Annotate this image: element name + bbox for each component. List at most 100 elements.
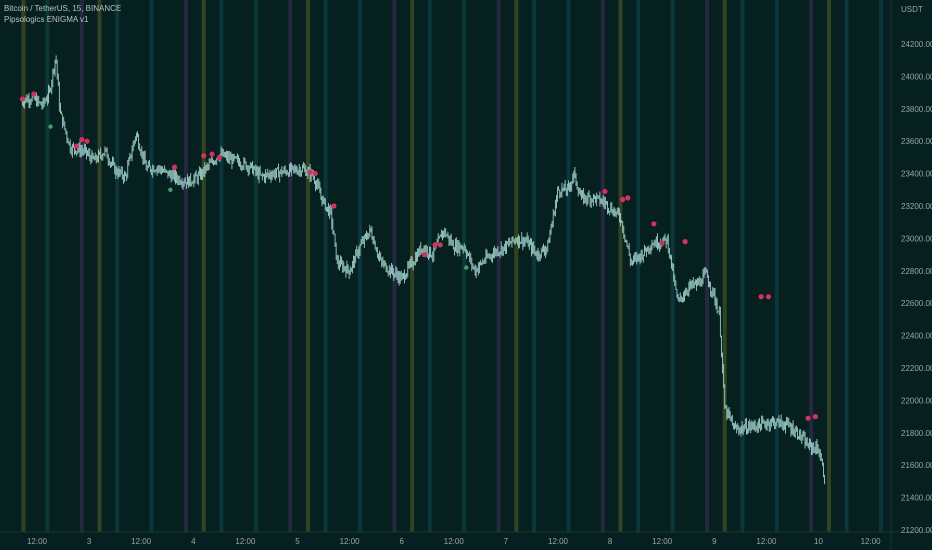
time-tick-label: 3: [87, 537, 92, 546]
session-band: [809, 0, 814, 532]
session-band: [774, 0, 779, 532]
signal-dot: [682, 239, 688, 245]
signal-dot: [312, 171, 318, 177]
signal-dot: [331, 203, 337, 209]
signal-dot: [216, 154, 222, 160]
signal-dot: [659, 240, 665, 246]
session-band: [288, 0, 293, 532]
time-tick-label: 12:00: [131, 537, 152, 546]
session-band: [21, 0, 26, 532]
session-band: [427, 0, 432, 532]
signal-dot: [209, 151, 215, 157]
time-tick-label: 9: [712, 537, 717, 546]
price-series: [20, 55, 826, 485]
session-band: [532, 0, 537, 532]
signal-dot: [201, 153, 207, 159]
time-tick-label: 4: [191, 537, 196, 546]
session-band: [184, 0, 189, 532]
price-tick-label: 23200.00: [901, 202, 932, 211]
price-tick-label: 22800.00: [901, 267, 932, 276]
price-tick-label: 24200.00: [901, 40, 932, 49]
time-tick-label: 12:00: [27, 537, 48, 546]
price-tick-label: 21800.00: [901, 429, 932, 438]
signal-dot: [432, 242, 438, 248]
session-band: [462, 0, 467, 532]
price-tick-label: 22400.00: [901, 332, 932, 341]
price-tick-label: 22000.00: [901, 396, 932, 405]
time-tick-label: 5: [295, 537, 300, 546]
signal-dot: [437, 242, 443, 248]
price-tick-label: 21400.00: [901, 494, 932, 503]
session-band: [636, 0, 641, 532]
session-band: [566, 0, 571, 532]
session-band: [618, 0, 623, 532]
session-bands: [21, 0, 884, 532]
session-band: [844, 0, 849, 532]
signal-dot: [73, 143, 80, 149]
signal-dot: [171, 164, 178, 170]
symbol-title: Bitcoin / TetherUS, 15, BINANCE: [4, 4, 122, 13]
session-band: [201, 0, 206, 532]
price-tick-label: 23400.00: [901, 170, 932, 179]
signal-dot: [19, 96, 26, 102]
session-band: [600, 0, 605, 532]
price-tick-label: 24000.00: [901, 72, 932, 81]
time-tick-label: 7: [504, 537, 509, 546]
session-band: [253, 0, 258, 532]
green-dots: [48, 124, 469, 270]
session-band: [305, 0, 310, 532]
session-band: [705, 0, 710, 532]
session-band: [879, 0, 884, 532]
signal-dot: [805, 415, 811, 421]
signal-dot: [651, 221, 657, 227]
price-tick-label: 22200.00: [901, 364, 932, 373]
time-tick-label: 12:00: [548, 537, 569, 546]
signal-dot: [758, 294, 764, 300]
signal-dot: [602, 188, 608, 195]
chart-legend: Bitcoin / TetherUS, 15, BINANCE Pipsolog…: [4, 3, 121, 25]
time-tick-label: 12:00: [861, 537, 882, 546]
session-band: [97, 0, 102, 532]
session-band: [496, 0, 501, 532]
price-tick-label: 23000.00: [901, 234, 932, 243]
price-tick-label: 23600.00: [901, 137, 932, 146]
session-band: [358, 0, 363, 532]
time-tick-label: 10: [814, 537, 823, 546]
session-band: [392, 0, 397, 532]
time-tick-label: 12:00: [444, 537, 465, 546]
session-band: [115, 0, 120, 532]
signal-dot: [812, 414, 818, 420]
session-band: [79, 0, 84, 532]
time-tick-label: 12:00: [652, 537, 673, 546]
session-band: [323, 0, 328, 532]
session-band: [149, 0, 154, 532]
signal-dot: [31, 91, 37, 97]
session-band: [722, 0, 727, 532]
session-band: [45, 0, 50, 532]
session-band: [219, 0, 224, 532]
time-tick-label: 6: [399, 537, 404, 546]
time-axis: 12:00 3 12:00 4 12:00 5 12:00 6 12:00 7 12:00 8 12:0…: [27, 537, 881, 546]
time-tick-label: 8: [608, 537, 613, 546]
signal-dot: [620, 196, 626, 203]
price-axis-unit: USDT: [901, 5, 923, 14]
green-dot: [168, 187, 173, 192]
green-dot: [48, 124, 53, 129]
session-band: [826, 0, 831, 532]
indicator-title: Pipsologics ENIGMA v1: [4, 15, 89, 24]
signal-dot: [307, 169, 313, 175]
signal-dot: [79, 136, 85, 143]
signal-dot: [84, 138, 90, 144]
time-tick-label: 12:00: [340, 537, 361, 546]
green-dot: [464, 265, 469, 270]
price-tick-label: 22600.00: [901, 299, 932, 308]
time-tick-label: 12:00: [235, 537, 256, 546]
signal-dot: [765, 294, 772, 300]
signal-dot: [625, 195, 631, 201]
price-axis: 24200.00 24000.00 23800.00 23600.00 23400.00…: [901, 40, 932, 535]
price-tick-label: 21600.00: [901, 461, 932, 470]
time-tick-label: 12:00: [756, 537, 777, 546]
session-band: [514, 0, 519, 532]
